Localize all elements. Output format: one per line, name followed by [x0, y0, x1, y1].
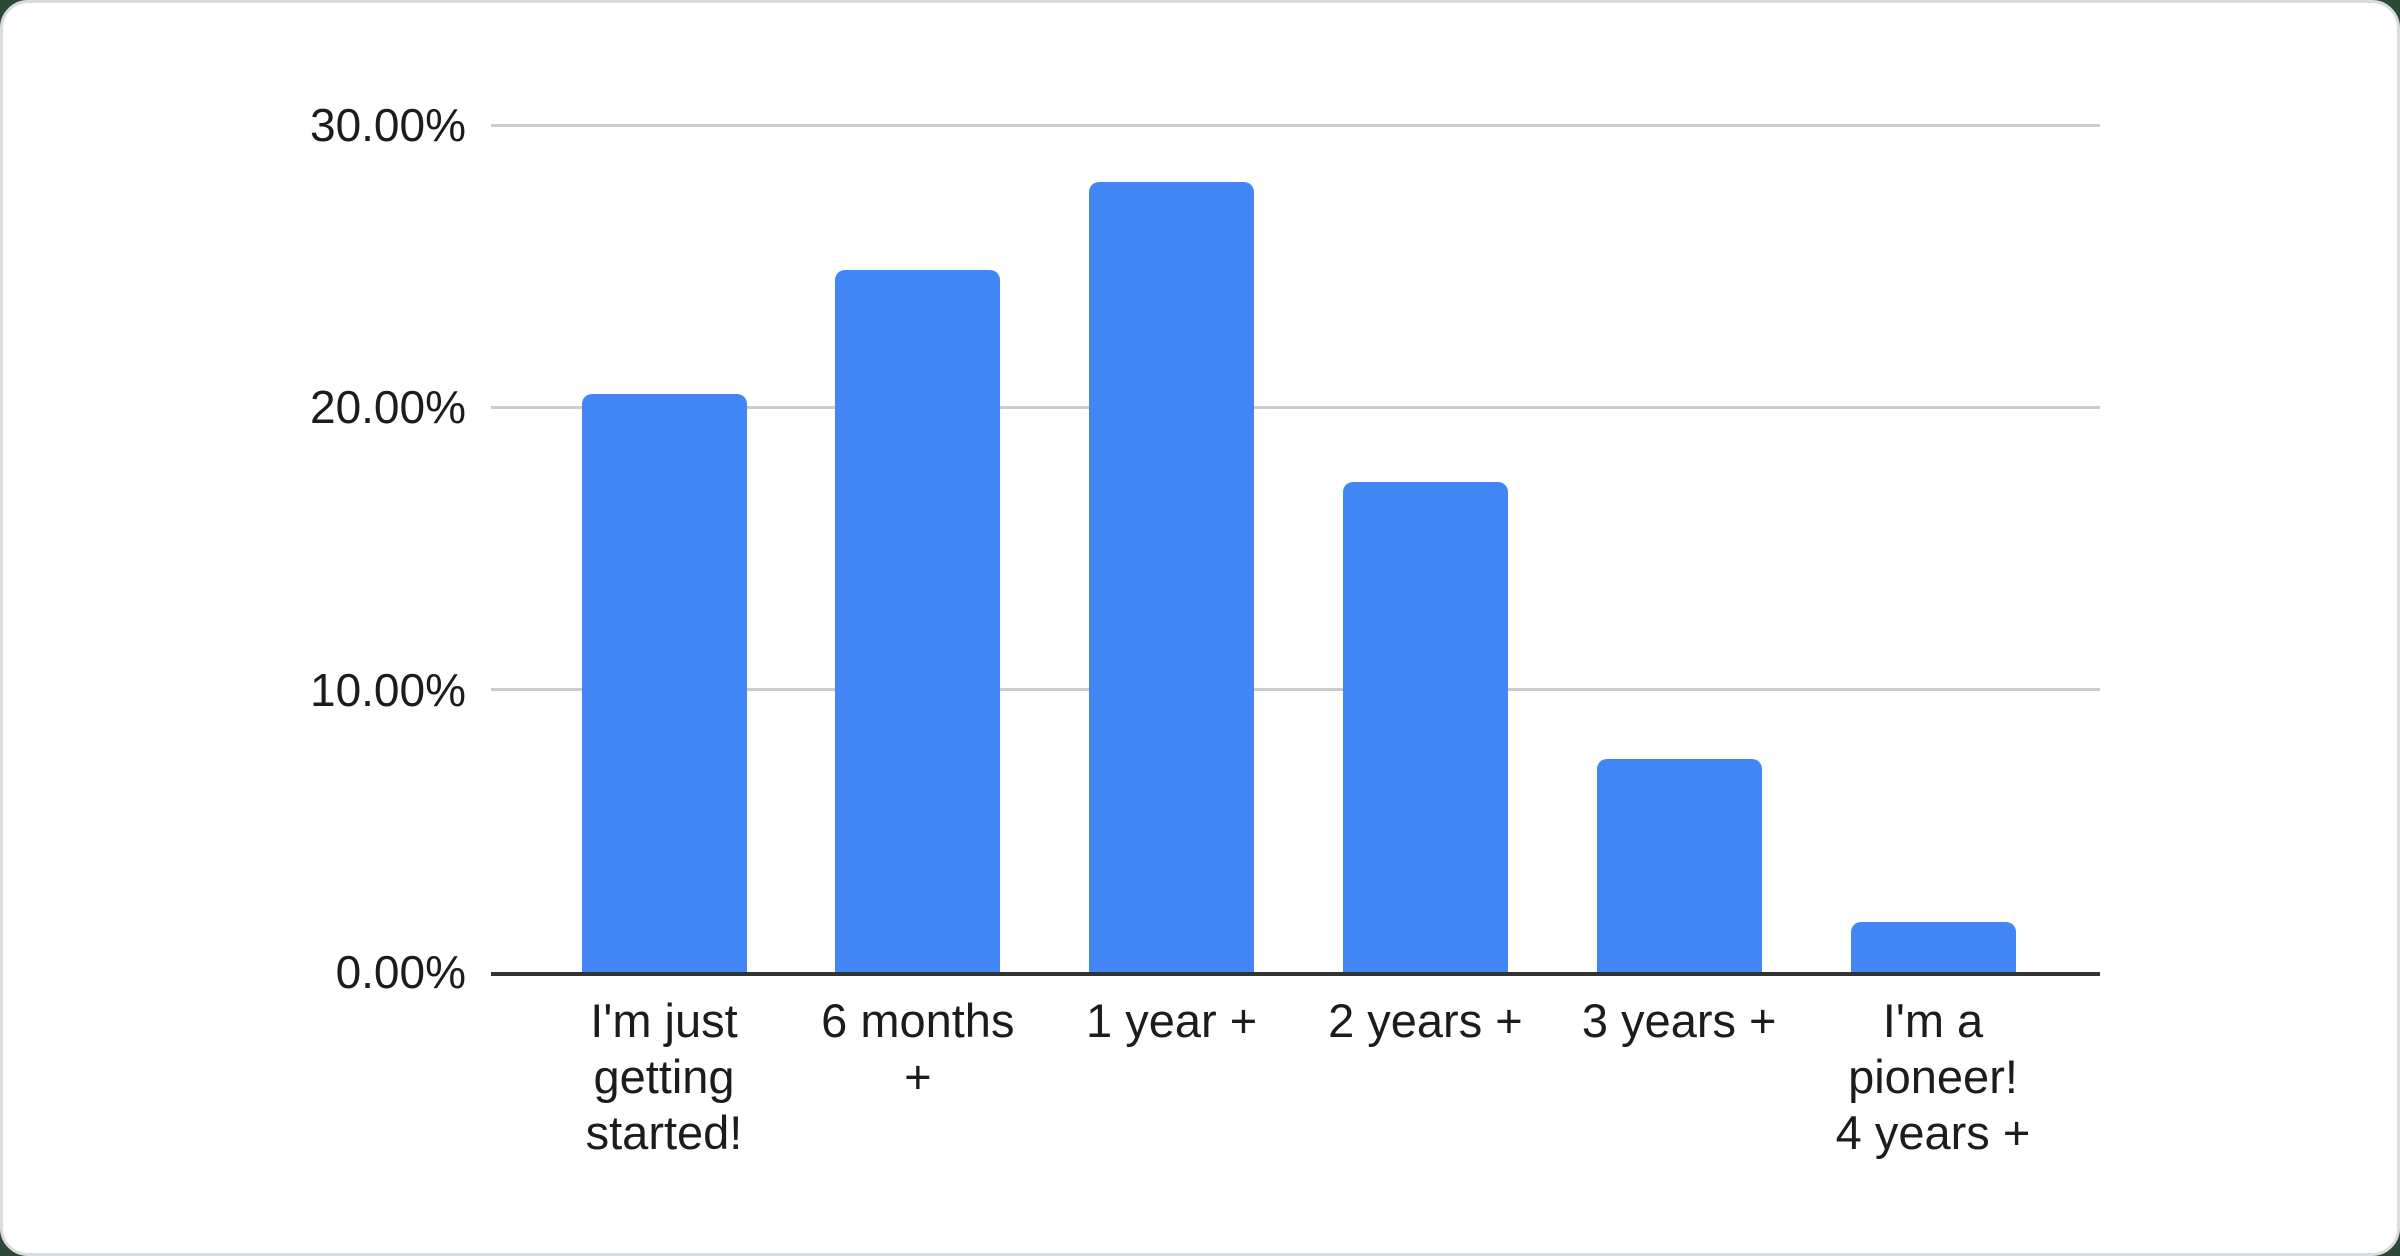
bar-5[interactable] — [1596, 759, 1762, 972]
y-tick-label-30: 30.00% — [309, 99, 466, 151]
gridline-30 — [491, 123, 2100, 127]
bar-4[interactable] — [1342, 481, 1508, 972]
x-category-label-2: 6 months + — [821, 994, 1015, 1103]
bar-2[interactable] — [835, 269, 1001, 972]
x-category-label-3: 1 year + — [1086, 994, 1258, 1047]
x-category-label-5: 3 years + — [1581, 994, 1777, 1047]
bar-chart: 30.00% 20.00% 10.00% 0.00% I'm just getting… — [3, 3, 2397, 1253]
x-category-label-4: 2 years + — [1328, 994, 1523, 1047]
x-category-label-1: I'm just getting started! — [585, 994, 743, 1159]
gridline-20 — [491, 405, 2100, 409]
x-axis-baseline — [491, 972, 2100, 976]
bar-6[interactable] — [1850, 922, 2016, 972]
y-tick-label-10: 10.00% — [309, 663, 466, 716]
y-tick-label-20: 20.00% — [309, 381, 466, 434]
y-tick-label-0: 0.00% — [335, 946, 466, 998]
bar-1[interactable] — [581, 394, 747, 972]
bar-3[interactable] — [1089, 182, 1255, 972]
gridline-10 — [491, 688, 2100, 692]
x-category-label-6: I'm a pioneer! 4 years + — [1835, 994, 2031, 1159]
